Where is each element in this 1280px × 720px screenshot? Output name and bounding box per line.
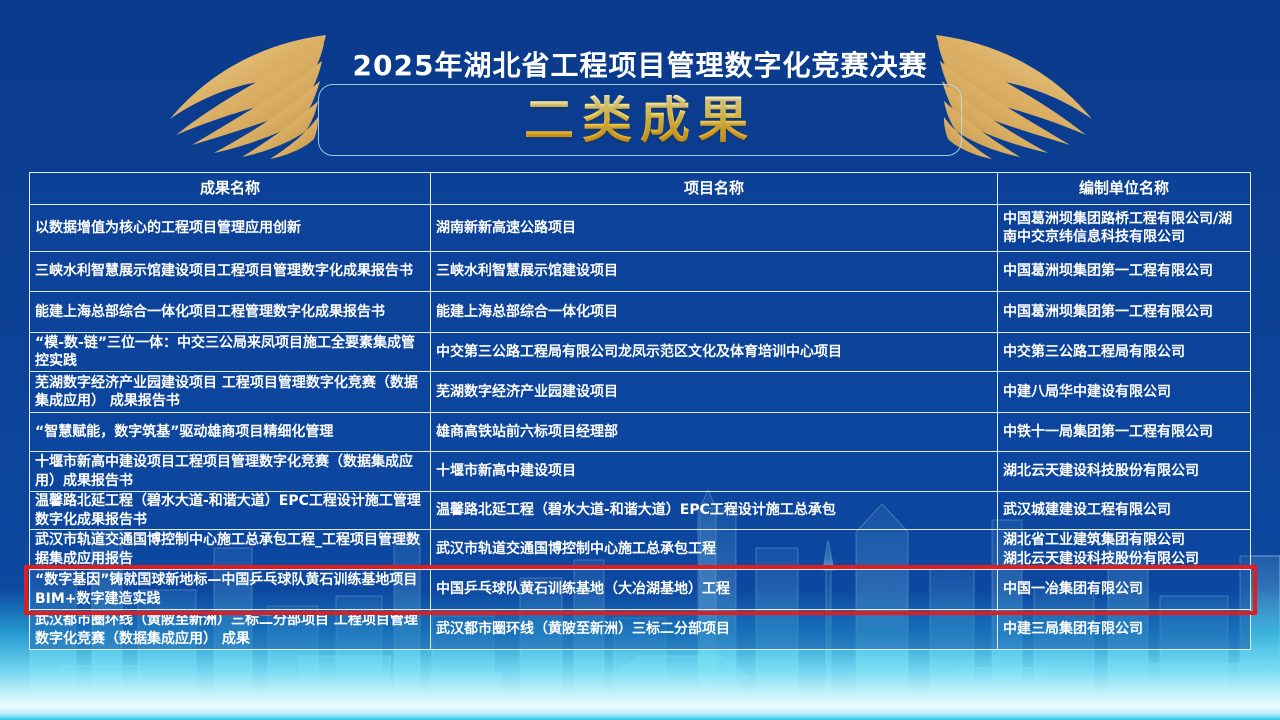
project-cell: 湖南新新高速公路项目 xyxy=(431,205,998,252)
achievement-cell: 芜湖数字经济产业园建设项目 工程项目管理数字化竞赛（数据集成应用） 成果报告书 xyxy=(29,372,431,413)
project-cell: 中国乒乓球队黄石训练基地（大冶湖基地）工程 xyxy=(431,570,998,610)
achievement-cell: “模-数-链”三位一体：中交三公局来凤项目施工全要素集成管控实践 xyxy=(29,333,431,372)
unit-cell: 中铁十一局集团第一工程有限公司 xyxy=(998,413,1251,452)
table-row: 能建上海总部综合一体化项目工程管理数字化成果报告书 能建上海总部综合一体化项目 … xyxy=(29,292,1252,333)
unit-cell: 中国一冶集团有限公司 xyxy=(998,570,1251,610)
table-row: “智慧赋能，数字筑基”驱动雄商项目精细化管理 雄商高铁站前六标项目经理部 中铁十… xyxy=(29,413,1252,452)
table-header-row: 成果名称 项目名称 编制单位名称 xyxy=(29,172,1252,205)
category-title: 二类成果 xyxy=(524,91,756,149)
project-cell: 雄商高铁站前六标项目经理部 xyxy=(431,413,998,452)
project-cell: 武汉都市圈环线（黄陂至新洲）三标二分部项目 xyxy=(431,610,998,650)
unit-cell: 中交第三公路工程局有限公司 xyxy=(998,333,1251,372)
table-row: 十堰市新高中建设项目工程项目管理数字化竞赛（数据集成应用）成果报告书 十堰市新高… xyxy=(29,452,1252,492)
table-row: 芜湖数字经济产业园建设项目 工程项目管理数字化竞赛（数据集成应用） 成果报告书 … xyxy=(29,372,1252,413)
project-cell: 三峡水利智慧展示馆建设项目 xyxy=(431,252,998,292)
achievement-cell: 以数据增值为核心的工程项目管理应用创新 xyxy=(29,205,431,252)
header-project: 项目名称 xyxy=(431,172,998,205)
table-row: “模-数-链”三位一体：中交三公局来凤项目施工全要素集成管控实践 中交第三公路工… xyxy=(29,333,1252,372)
achievement-cell: “智慧赋能，数字筑基”驱动雄商项目精细化管理 xyxy=(29,413,431,452)
table-row: 以数据增值为核心的工程项目管理应用创新 湖南新新高速公路项目 中国葛洲坝集团路桥… xyxy=(29,205,1252,252)
achievement-cell: 十堰市新高中建设项目工程项目管理数字化竞赛（数据集成应用）成果报告书 xyxy=(29,452,431,492)
achievement-cell: “数字基因”铸就国球新地标—中国乒乓球队黄石训练基地项目BIM+数字建造实践 xyxy=(29,570,431,610)
header-achievement: 成果名称 xyxy=(29,172,431,205)
table-row-highlighted: “数字基因”铸就国球新地标—中国乒乓球队黄石训练基地项目BIM+数字建造实践 中… xyxy=(24,565,1257,615)
achievement-cell: 温馨路北延工程（碧水大道-和谐大道）EPC工程设计施工管理数字化成果报告书 xyxy=(29,492,431,530)
table-row: 温馨路北延工程（碧水大道-和谐大道）EPC工程设计施工管理数字化成果报告书 温馨… xyxy=(29,492,1252,530)
unit-cell: 武汉城建建设工程有限公司 xyxy=(998,492,1251,530)
achievement-cell: 武汉市轨道交通国博控制中心施工总承包工程_工程项目管理数据集成应用报告 xyxy=(29,530,431,570)
project-cell: 武汉市轨道交通国博控制中心施工总承包工程 xyxy=(431,530,998,570)
project-cell: 中交第三公路工程局有限公司龙凤示范区文化及体育培训中心项目 xyxy=(431,333,998,372)
achievement-cell: 三峡水利智慧展示馆建设项目工程项目管理数字化成果报告书 xyxy=(29,252,431,292)
unit-cell: 湖北云天建设科技股份有限公司 xyxy=(998,452,1251,492)
results-table: 成果名称 项目名称 编制单位名称 以数据增值为核心的工程项目管理应用创新 湖南新… xyxy=(24,172,1257,650)
achievement-cell: 能建上海总部综合一体化项目工程管理数字化成果报告书 xyxy=(29,292,431,333)
achievement-cell: 武汉都市圈环线（黄陂至新洲）三标二分部项目 工程项目管理数字化竞赛（数据集成应用… xyxy=(29,610,431,650)
unit-cell: 湖北省工业建筑集团有限公司 湖北云天建设科技股份有限公司 xyxy=(998,530,1251,570)
header-unit: 编制单位名称 xyxy=(998,172,1251,205)
project-cell: 温馨路北延工程（碧水大道-和谐大道）EPC工程设计施工总承包 xyxy=(431,492,998,530)
unit-cell: 中国葛洲坝集团第一工程有限公司 xyxy=(998,252,1251,292)
project-cell: 芜湖数字经济产业园建设项目 xyxy=(431,372,998,413)
table-row: 武汉市轨道交通国博控制中心施工总承包工程_工程项目管理数据集成应用报告 武汉市轨… xyxy=(29,530,1252,570)
unit-cell: 中国葛洲坝集团第一工程有限公司 xyxy=(998,292,1251,333)
project-cell: 十堰市新高中建设项目 xyxy=(431,452,998,492)
category-title-box: 二类成果 xyxy=(318,84,962,156)
unit-cell: 中建三局集团有限公司 xyxy=(998,610,1251,650)
table-row: 三峡水利智慧展示馆建设项目工程项目管理数字化成果报告书 三峡水利智慧展示馆建设项… xyxy=(29,252,1252,292)
table-row: 武汉都市圈环线（黄陂至新洲）三标二分部项目 工程项目管理数字化竞赛（数据集成应用… xyxy=(29,610,1252,650)
unit-cell: 中建八局华中建设有限公司 xyxy=(998,372,1251,413)
slide-title: 2025年湖北省工程项目管理数字化竞赛决赛 xyxy=(352,49,928,82)
project-cell: 能建上海总部综合一体化项目 xyxy=(431,292,998,333)
unit-cell: 中国葛洲坝集团路桥工程有限公司/湖南中交京纬信息科技有限公司 xyxy=(998,205,1251,252)
